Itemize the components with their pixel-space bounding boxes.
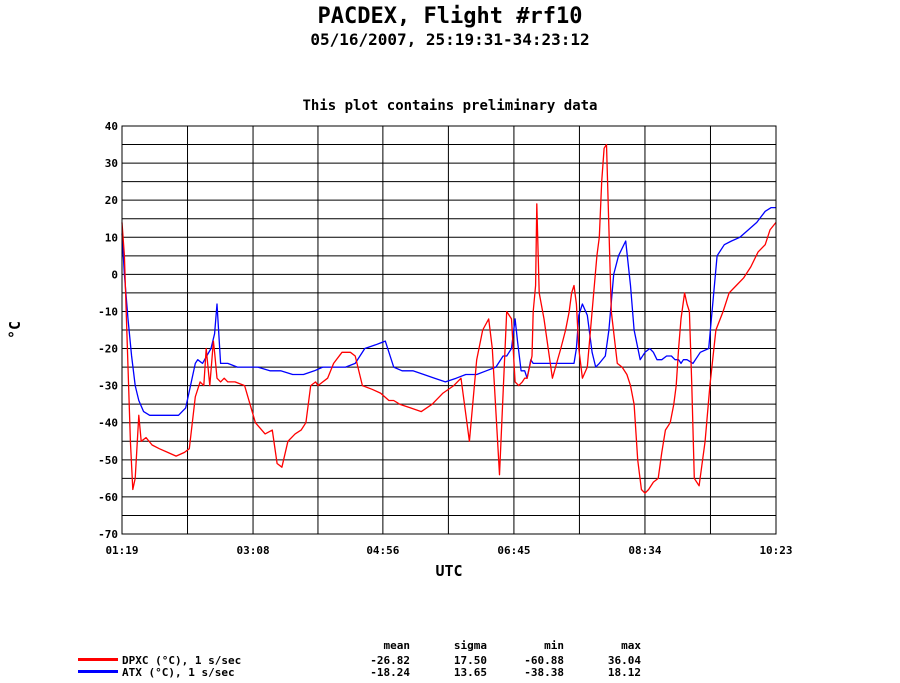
x-tick-label: 01:19 [105, 544, 138, 557]
x-tick-label: 03:08 [236, 544, 269, 557]
plot-grid [122, 126, 776, 534]
stat-atx-sigma: 13.65 [453, 666, 487, 679]
x-tick-label: 08:34 [628, 544, 661, 557]
legend-swatch-dpxc [78, 658, 118, 661]
y-tick-label: -60 [98, 491, 118, 504]
y-tick-label: -50 [98, 454, 118, 467]
stat-dpxc-sigma: 17.50 [453, 654, 487, 667]
x-axis-label: UTC [435, 562, 462, 580]
y-tick-label: -10 [98, 305, 118, 318]
plot-frame [121, 125, 777, 535]
plot-series [121, 143, 777, 494]
stat-header-sigma: sigma [453, 639, 487, 652]
y-tick-label: -30 [98, 380, 118, 393]
y-axis-label: °C [6, 321, 24, 339]
preliminary-note: This plot contains preliminary data [302, 98, 598, 114]
chart-title: PACDEX, Flight #rf10 [317, 4, 583, 29]
y-tick-label: 0 [111, 268, 118, 281]
x-tick-label: 06:45 [497, 544, 530, 557]
y-tick-label: -20 [98, 343, 118, 356]
y-tick-label: -70 [98, 528, 118, 541]
stat-header-max: max [621, 639, 641, 652]
legend-label-atx: ATX (°C), 1 s/sec [122, 666, 235, 679]
chart-subtitle: 05/16/2007, 25:19:31-34:23:12 [310, 30, 590, 49]
stat-atx-max: 18.12 [607, 666, 641, 679]
x-tick-label: 10:23 [759, 544, 792, 557]
stat-atx-mean: -18.24 [370, 666, 410, 679]
x-tick-label: 04:56 [366, 544, 399, 557]
legend-label-dpxc: DPXC (°C), 1 s/sec [122, 654, 242, 667]
legend-swatch-atx [78, 670, 118, 673]
stat-dpxc-mean: -26.82 [370, 654, 410, 667]
stat-dpxc-min: -60.88 [524, 654, 564, 667]
series-line-atx [121, 206, 776, 416]
stat-header-mean: mean [383, 639, 411, 652]
y-tick-label: 20 [105, 194, 118, 207]
y-tick-label: 30 [105, 157, 118, 170]
y-tick-label: 10 [105, 231, 118, 244]
y-tick-label: -40 [98, 417, 118, 430]
stat-header-min: min [544, 639, 564, 652]
y-tick-label: 40 [105, 120, 118, 133]
stat-dpxc-max: 36.04 [607, 654, 641, 667]
stat-atx-min: -38.38 [524, 666, 564, 679]
axis-ticks: 40 30 20 10 0 -10 -20 -30 -40 -50 -60 -70 01:19 03:08… [98, 120, 792, 557]
series-line-dpxc [121, 143, 777, 494]
